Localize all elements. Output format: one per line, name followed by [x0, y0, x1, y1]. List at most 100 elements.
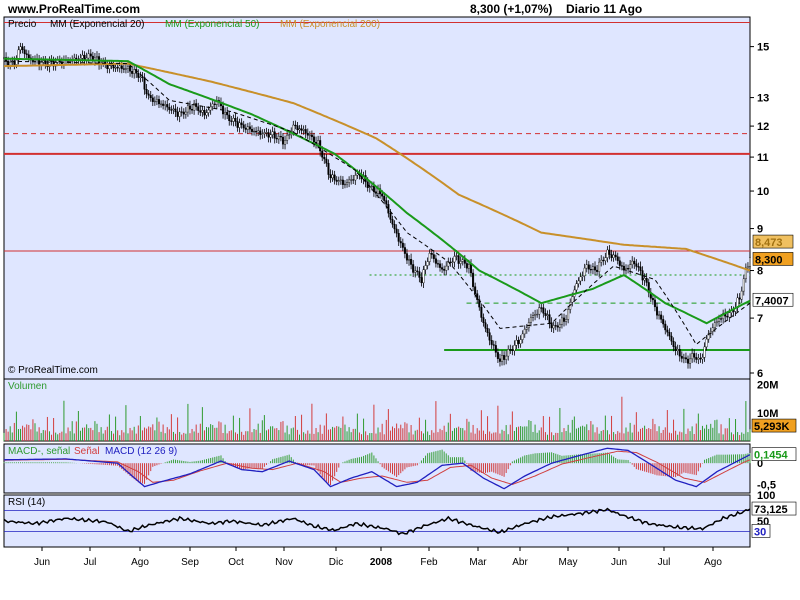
price-candle	[467, 264, 470, 269]
price-candle	[27, 54, 30, 59]
price-candle	[312, 136, 315, 143]
price-candle	[141, 76, 144, 78]
price-candle	[718, 318, 721, 322]
price-candle	[201, 109, 204, 113]
price-candle	[403, 247, 406, 254]
price-candle	[153, 100, 156, 103]
price-candle	[548, 314, 551, 323]
price-candle	[385, 200, 388, 205]
legend-entry: Precio	[8, 19, 37, 30]
price-candle	[391, 219, 394, 225]
price-candle	[523, 329, 526, 335]
price-candle	[304, 129, 307, 134]
price-candle	[186, 105, 189, 113]
x-tick-label: Jul	[658, 557, 671, 568]
site-title[interactable]: www.ProRealTime.com	[8, 2, 141, 16]
price-candle	[236, 121, 239, 128]
price-candle	[476, 293, 479, 300]
price-candle	[656, 306, 659, 316]
price-candle	[684, 357, 687, 360]
price-candle	[397, 233, 400, 242]
price-candle	[52, 60, 55, 67]
price-candle	[381, 193, 384, 197]
price-candle	[114, 67, 117, 69]
price-candle	[680, 355, 683, 359]
price-candle	[151, 97, 154, 102]
y-tick-label: 9	[757, 224, 763, 236]
price-candle	[653, 299, 656, 308]
price-candle	[726, 315, 729, 318]
price-candle	[660, 314, 663, 320]
price-candle	[323, 157, 326, 160]
price-candle	[273, 131, 276, 139]
price-candle	[651, 298, 654, 301]
price-candle	[321, 150, 324, 158]
price-candle	[465, 263, 468, 269]
watermark-label: © ProRealTime.com	[8, 365, 98, 376]
price-candle	[662, 319, 665, 325]
price-candle	[310, 134, 313, 137]
price-candle	[598, 261, 601, 272]
price-candle	[556, 325, 559, 328]
price-candle	[414, 270, 417, 273]
period-date: Diario 11 Ago	[566, 2, 643, 16]
price-candle	[211, 103, 214, 107]
price-candle	[267, 132, 270, 138]
price-candle	[418, 271, 421, 278]
price-candle	[242, 124, 245, 129]
price-candle	[658, 314, 661, 316]
price-candle	[746, 265, 749, 269]
price-candle	[120, 65, 123, 69]
price-candle	[538, 307, 541, 315]
price-candle	[191, 108, 194, 111]
price-candle	[176, 111, 179, 117]
price-candle	[728, 312, 731, 318]
price-candle	[687, 358, 690, 364]
ema200-badge-box	[752, 234, 794, 249]
price-candle	[44, 60, 47, 65]
price-candle	[259, 130, 262, 135]
last-quote: 8,300 (+1,07%)	[470, 2, 553, 16]
price-candle	[565, 319, 568, 322]
price-candle	[197, 106, 200, 111]
price-candle	[42, 60, 45, 63]
price-candle	[424, 265, 427, 270]
price-candle	[474, 286, 477, 294]
price-candle	[147, 93, 150, 96]
price-candle	[701, 357, 704, 360]
price-candle	[253, 130, 256, 133]
price-candle	[275, 138, 278, 140]
price-candle	[209, 106, 212, 111]
rsi-level-badge-box	[751, 524, 771, 538]
price-candle	[581, 275, 584, 278]
price-candle	[532, 315, 535, 318]
price-candle	[577, 280, 580, 284]
price-candle	[244, 127, 247, 130]
price-candle	[9, 61, 12, 66]
price-candle	[7, 61, 10, 66]
macd-legend-3: MACD (12 26 9)	[105, 446, 177, 457]
price-candle	[405, 253, 408, 261]
price-candle	[513, 345, 516, 351]
price-candle	[207, 109, 210, 113]
price-candle	[17, 49, 20, 61]
price-candle	[182, 111, 185, 115]
x-tick-label: May	[559, 557, 578, 568]
price-candle	[263, 132, 266, 134]
price-candle	[550, 322, 553, 329]
price-candle	[583, 267, 586, 277]
volume-legend: Volumen	[8, 381, 47, 392]
price-candle	[393, 223, 396, 230]
price-candle	[571, 296, 574, 303]
volume-y-tick: 10M	[757, 408, 778, 420]
price-candle	[172, 108, 175, 110]
price-candle	[168, 106, 171, 110]
price-candle	[519, 339, 522, 344]
macd-line	[3, 447, 751, 490]
price-candle	[494, 345, 497, 353]
price-candle	[693, 353, 696, 358]
price-candle	[713, 322, 716, 329]
rsi-badge-box	[751, 501, 797, 516]
price-candle	[631, 260, 634, 265]
